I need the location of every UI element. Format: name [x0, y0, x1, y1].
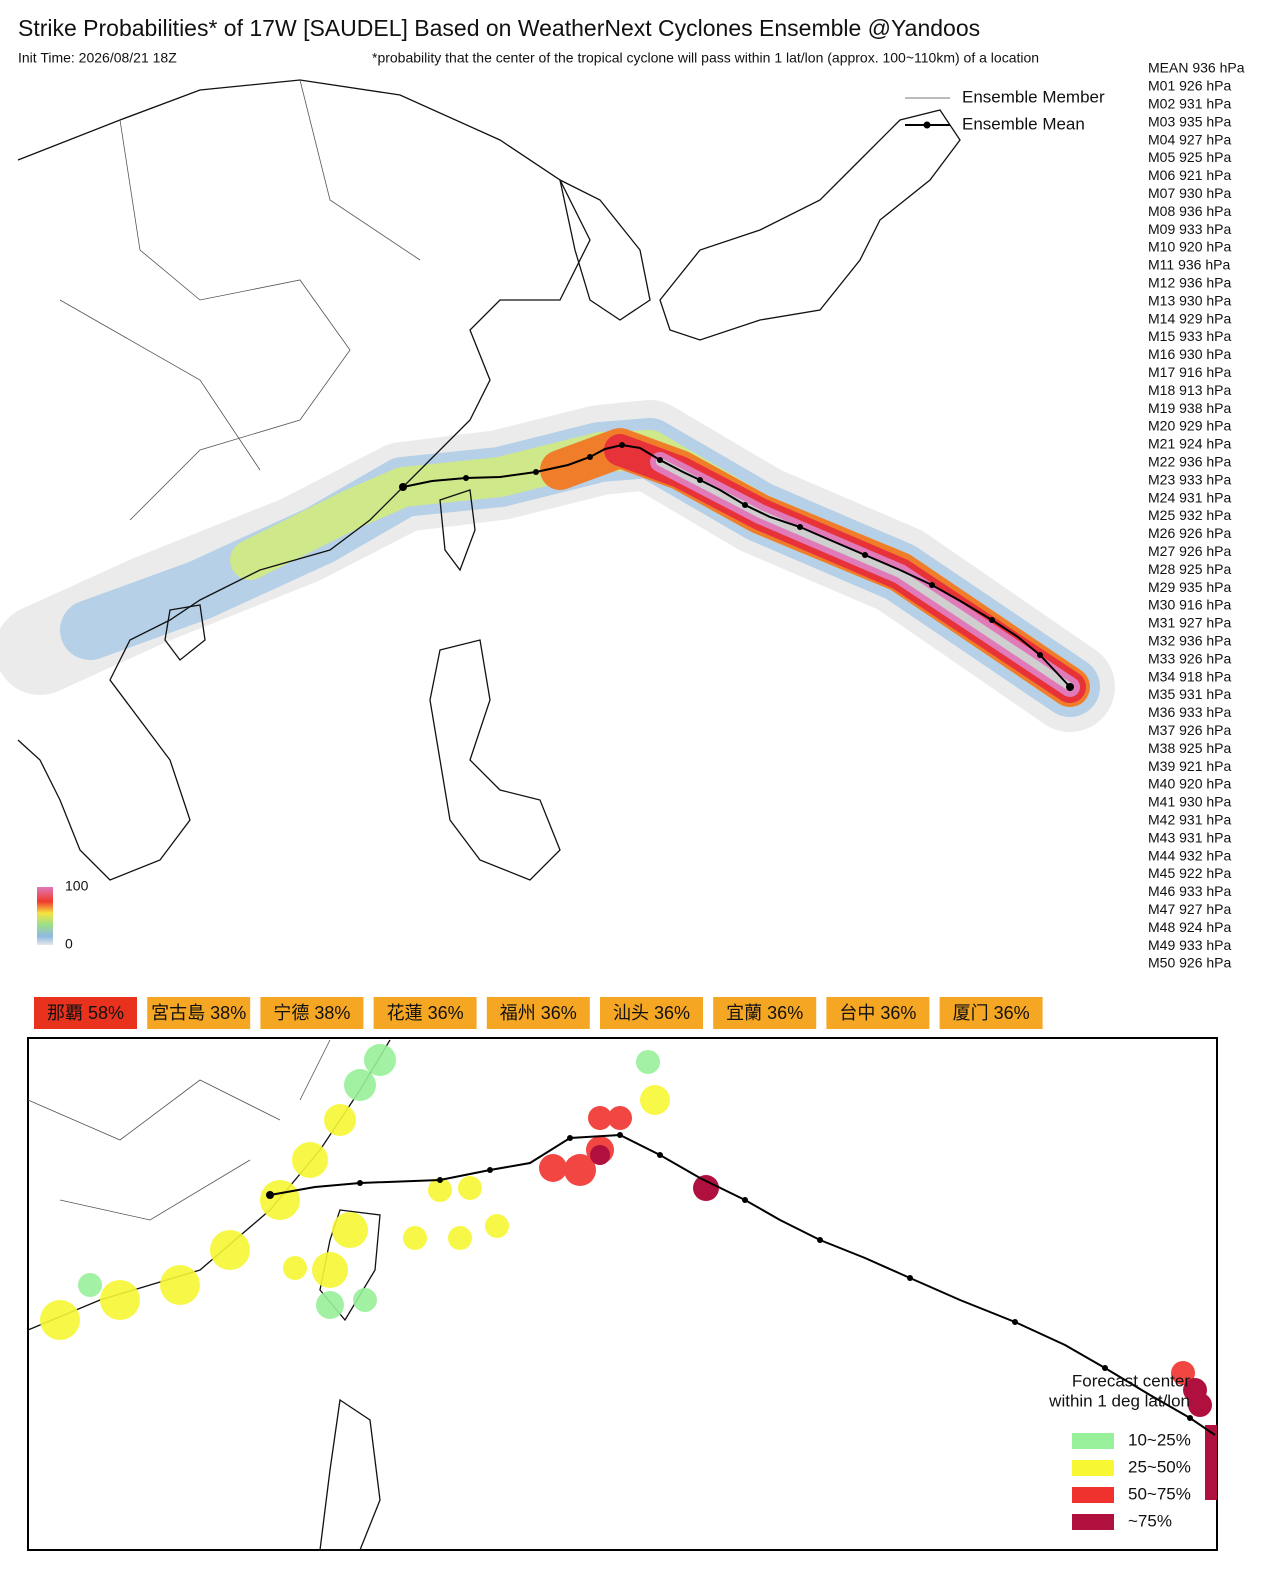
- member-label: M07 930 hPa: [1148, 185, 1231, 201]
- member-label: M02 931 hPa: [1148, 96, 1231, 112]
- member-label: M06 921 hPa: [1148, 167, 1231, 183]
- legend-label: ~75%: [1128, 1511, 1172, 1530]
- badge: [373, 997, 477, 1029]
- lower-legend-title: within 1 deg lat/lon: [1048, 1391, 1190, 1410]
- colorbar-max: 100: [65, 878, 89, 894]
- badge-label: 那覇 58%: [47, 1003, 124, 1023]
- legend-swatch: [1072, 1460, 1114, 1476]
- badge: [826, 997, 930, 1029]
- badge: [939, 997, 1043, 1029]
- legend-swatch: [1072, 1514, 1114, 1530]
- member-label: M39 921 hPa: [1148, 758, 1231, 774]
- member-label: M43 931 hPa: [1148, 829, 1231, 845]
- badge-label: 厦门 36%: [953, 1003, 1030, 1023]
- member-label: M38 925 hPa: [1148, 740, 1231, 756]
- member-label: M48 924 hPa: [1148, 919, 1231, 935]
- member-label: M22 936 hPa: [1148, 454, 1231, 470]
- member-label: M42 931 hPa: [1148, 812, 1231, 828]
- member-label: M24 931 hPa: [1148, 489, 1231, 505]
- badge-label: 福州 36%: [500, 1003, 577, 1023]
- member-label: M33 926 hPa: [1148, 650, 1231, 666]
- colorbar-min: 0: [65, 936, 73, 952]
- member-label: M01 926 hPa: [1148, 78, 1231, 94]
- badge: [147, 997, 251, 1029]
- member-label: M10 920 hPa: [1148, 239, 1231, 255]
- legend-mean: Ensemble Mean: [962, 114, 1085, 133]
- badge-label: 台中 36%: [839, 1003, 916, 1023]
- lower-map: Forecast center within 1 deg lat/lon 10~…: [27, 1037, 1218, 1551]
- lower-legend: 10~25% 25~50% 50~75% ~75%: [1072, 1430, 1191, 1530]
- colorbar: [37, 887, 53, 945]
- member-label: M05 925 hPa: [1148, 149, 1231, 165]
- member-label: M41 930 hPa: [1148, 794, 1231, 810]
- member-label: M11 936 hPa: [1148, 257, 1230, 273]
- member-label: M40 920 hPa: [1148, 776, 1231, 792]
- member-label: M29 935 hPa: [1148, 579, 1231, 595]
- member-label: M34 918 hPa: [1148, 668, 1231, 684]
- member-label: M19 938 hPa: [1148, 400, 1231, 416]
- member-label: M25 932 hPa: [1148, 507, 1231, 523]
- legend-member: Ensemble Member: [962, 87, 1105, 106]
- badge-label: 汕头 36%: [613, 1003, 690, 1023]
- member-label: M32 936 hPa: [1148, 633, 1231, 649]
- member-label: M17 916 hPa: [1148, 364, 1231, 380]
- legend-label: 50~75%: [1128, 1484, 1191, 1503]
- member-label: M20 929 hPa: [1148, 418, 1231, 434]
- member-label: M13 930 hPa: [1148, 292, 1231, 308]
- member-label: M03 935 hPa: [1148, 113, 1231, 129]
- member-label: M35 931 hPa: [1148, 686, 1231, 702]
- note: *probability that the center of the trop…: [372, 50, 1039, 66]
- title: Strike Probabilities* of 17W [SAUDEL] Ba…: [18, 15, 980, 41]
- member-label: M37 926 hPa: [1148, 722, 1231, 738]
- member-label: M18 913 hPa: [1148, 382, 1231, 398]
- legend-swatch: [1072, 1433, 1114, 1449]
- badge: [600, 997, 703, 1029]
- member-label: M50 926 hPa: [1148, 955, 1231, 971]
- member-label: M14 929 hPa: [1148, 310, 1231, 326]
- member-label: MEAN 936 hPa: [1148, 60, 1245, 76]
- legend-label: 10~25%: [1128, 1430, 1191, 1449]
- member-label: M21 924 hPa: [1148, 436, 1231, 452]
- badge-label: 宜蘭 36%: [726, 1003, 803, 1023]
- member-label: M12 936 hPa: [1148, 275, 1231, 291]
- member-label: M31 927 hPa: [1148, 615, 1231, 631]
- member-label: M46 933 hPa: [1148, 883, 1231, 899]
- member-label: M36 933 hPa: [1148, 704, 1231, 720]
- badge: [486, 997, 590, 1029]
- legend-label: 25~50%: [1128, 1457, 1191, 1476]
- badge-label: 宮古島 38%: [151, 1003, 246, 1023]
- member-label: M08 936 hPa: [1148, 203, 1231, 219]
- member-label: M49 933 hPa: [1148, 937, 1231, 953]
- member-label: M04 927 hPa: [1148, 131, 1231, 147]
- member-label: M44 932 hPa: [1148, 847, 1231, 863]
- badge-row: 那覇 58% 宮古島 38% 宁德 38% 花蓮 36% 福州 36% 汕头 36% 宜蘭 …: [34, 997, 1043, 1029]
- member-label: M09 933 hPa: [1148, 221, 1231, 237]
- badge-label: 花蓮 36%: [387, 1003, 464, 1023]
- badge: [260, 997, 364, 1029]
- member-label: M47 927 hPa: [1148, 901, 1231, 917]
- badge-label: 宁德 38%: [273, 1003, 350, 1023]
- badge: [713, 997, 817, 1029]
- member-label: M30 916 hPa: [1148, 597, 1231, 613]
- member-label: M26 926 hPa: [1148, 525, 1231, 541]
- member-label: M45 922 hPa: [1148, 865, 1231, 881]
- legend-swatch: [1072, 1487, 1114, 1503]
- init-time: Init Time: 2026/08/21 18Z: [18, 50, 177, 66]
- member-label: M28 925 hPa: [1148, 561, 1231, 577]
- top-map: Ensemble Member Ensemble Mean 100 0: [0, 79, 1115, 952]
- lower-legend-title: Forecast center: [1072, 1371, 1190, 1390]
- member-label: M16 930 hPa: [1148, 346, 1231, 362]
- member-label: M15 933 hPa: [1148, 328, 1231, 344]
- badge: [34, 997, 137, 1029]
- member-label: M27 926 hPa: [1148, 543, 1231, 559]
- member-label: M23 933 hPa: [1148, 471, 1231, 487]
